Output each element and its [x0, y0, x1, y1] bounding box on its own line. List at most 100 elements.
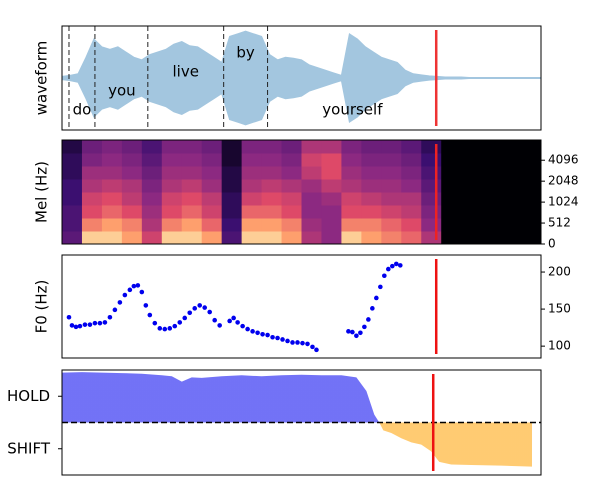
heat-cell — [341, 231, 362, 244]
heat-cell — [481, 153, 502, 167]
f0-point — [187, 310, 193, 316]
heat-cell — [281, 179, 302, 193]
heat-cell — [461, 218, 482, 232]
turn-area — [62, 372, 533, 467]
heat-cell — [101, 192, 123, 206]
heat-cell — [62, 231, 83, 244]
panel: HOLD SHIFT — [7, 369, 542, 476]
heat-cell — [181, 179, 203, 193]
heat-cell — [381, 218, 402, 232]
heat-cell — [521, 166, 541, 180]
heat-cell — [121, 153, 143, 167]
heat-cell — [301, 231, 322, 244]
heat-cell — [221, 153, 243, 167]
heat-cell — [161, 140, 183, 154]
heat-cell — [521, 231, 541, 244]
heat-cell — [261, 218, 283, 232]
heat-cell — [221, 192, 243, 206]
y-tick-label: 0 — [548, 237, 556, 251]
heat-cell — [321, 218, 342, 232]
heat-cell — [361, 192, 382, 206]
heat-cell — [321, 153, 342, 167]
heat-cell — [521, 192, 541, 206]
heat-cell — [321, 231, 342, 244]
heat-cell — [241, 166, 263, 180]
heat-cell — [81, 205, 103, 219]
f0-point — [295, 340, 300, 345]
heat-cell — [521, 153, 541, 167]
f0-point — [255, 330, 260, 336]
heat-cell — [321, 140, 342, 154]
heat-cell — [81, 166, 103, 180]
f0-point — [143, 303, 149, 308]
f0-point — [280, 337, 285, 342]
heat-cell — [421, 205, 442, 219]
heat-cell — [341, 192, 362, 206]
heat-cell — [281, 192, 302, 206]
heat-cell — [121, 205, 143, 219]
heat-cell — [141, 205, 163, 219]
heat-cell — [62, 192, 83, 206]
heat-cell — [121, 140, 143, 154]
heat-cell — [301, 140, 322, 154]
word-label: by — [236, 44, 255, 62]
heat-cell — [441, 192, 462, 206]
heat-cell — [461, 179, 482, 193]
y-tick-label: 2048 — [548, 174, 579, 188]
heat-cell — [381, 166, 402, 180]
heat-cell — [521, 205, 541, 219]
heat-cell — [521, 179, 541, 193]
heat-cell — [421, 166, 442, 180]
f0-point — [374, 295, 379, 301]
word-label: live — [173, 62, 199, 80]
axes-frame — [61, 25, 542, 131]
heat-cell — [341, 218, 362, 232]
heat-cell — [401, 205, 422, 219]
heat-cell — [181, 153, 203, 167]
f0-point — [390, 263, 395, 269]
heat-cell — [62, 153, 83, 167]
f0-point — [102, 320, 108, 325]
heat-cell — [141, 179, 163, 193]
word-label: yourself — [322, 101, 383, 119]
heat-cell — [121, 231, 143, 244]
heat-cell — [501, 179, 522, 193]
heat-cell — [481, 140, 502, 154]
heat-cell — [241, 153, 263, 167]
f0-point — [177, 320, 183, 325]
f0-point — [192, 306, 198, 311]
heat-cell — [441, 231, 462, 244]
heat-cell — [441, 166, 462, 180]
f0-point — [231, 315, 236, 321]
heat-cell — [361, 153, 382, 167]
heat-cell — [301, 166, 322, 180]
heat-cell — [361, 205, 382, 219]
f0-point — [366, 317, 371, 322]
heat-cell — [221, 231, 243, 244]
heat-cell — [481, 166, 502, 180]
heat-cell — [221, 205, 243, 219]
f0-point — [167, 326, 173, 331]
f0-point — [300, 340, 305, 346]
f0-point — [314, 347, 319, 353]
f0-point — [182, 315, 188, 321]
f0-point — [152, 320, 158, 326]
heat-cell — [301, 205, 322, 219]
f0-point — [240, 323, 245, 329]
heat-cell — [121, 192, 143, 206]
heat-cell — [321, 166, 342, 180]
y-tick-label: 1024 — [548, 195, 579, 209]
f0-point — [362, 324, 367, 330]
f0-point — [382, 273, 387, 279]
f0-point — [139, 289, 145, 295]
f0-point — [212, 317, 217, 323]
heat-cell — [101, 218, 123, 232]
f0-point — [97, 320, 103, 326]
heat-cell — [481, 205, 502, 219]
heat-cell — [141, 140, 163, 154]
heat-cell — [501, 140, 522, 154]
heat-cell — [201, 192, 223, 206]
heat-cell — [421, 179, 442, 193]
heat-cell — [321, 179, 342, 193]
